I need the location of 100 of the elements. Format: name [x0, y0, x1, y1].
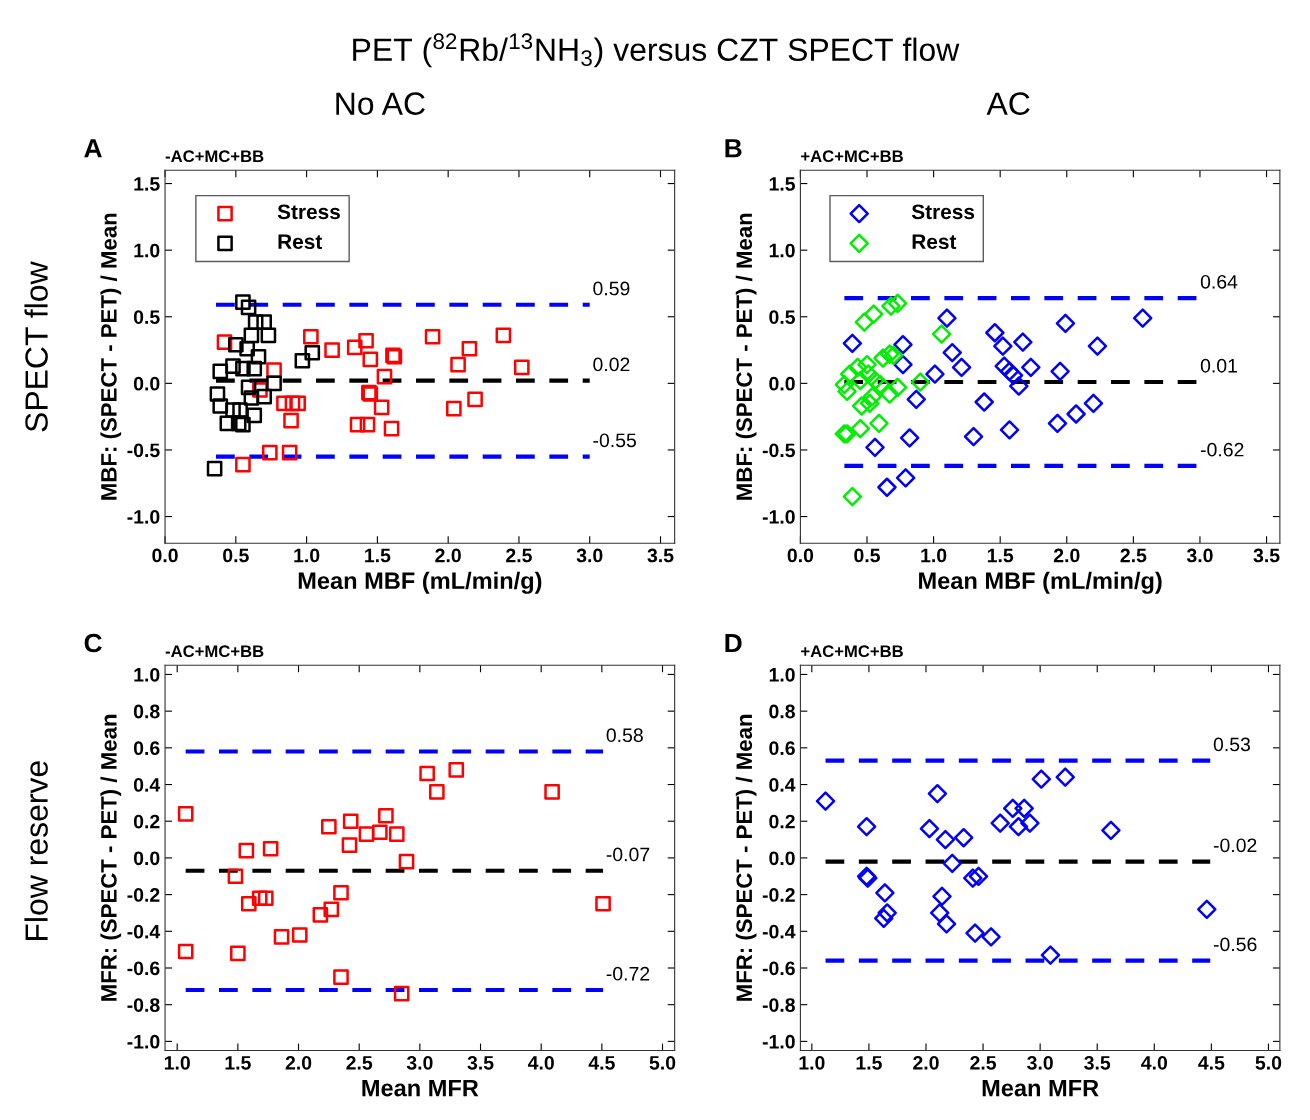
y-tick-label: -0.4 — [127, 924, 161, 939]
chart-title: A — [84, 139, 102, 158]
y-axis-title: MBF: (SPECT - PET) / Mean — [735, 213, 757, 500]
y-tick-label: 1.0 — [769, 667, 795, 682]
y-tick-label: -1.0 — [127, 1034, 160, 1049]
y-tick-label: 0.0 — [133, 851, 160, 866]
x-tick-label: 0.0 — [152, 548, 178, 563]
y-tick-label: 0.2 — [133, 814, 160, 829]
chart-title: C — [84, 633, 102, 653]
x-tick-label: 3.5 — [1084, 1055, 1111, 1070]
chart-subtitle: +AC+MC+BB — [801, 150, 903, 163]
x-tick-label: 5.0 — [649, 1055, 676, 1070]
y-tick-label: 0.6 — [133, 741, 160, 756]
annotation: 0.53 — [1213, 737, 1250, 752]
x-tick-label: 1.5 — [365, 548, 391, 563]
y-tick-label: -0.6 — [762, 961, 795, 976]
x-tick-label: 0.0 — [787, 548, 814, 563]
x-tick-label: 1.5 — [225, 1056, 251, 1070]
annotation: 0.59 — [593, 281, 630, 296]
x-tick-label: 2.0 — [1053, 548, 1080, 563]
annotation: -0.55 — [593, 433, 636, 448]
x-tick-label: 4.0 — [1141, 1055, 1168, 1070]
chart-title: B — [725, 139, 742, 158]
legend-label: Stress — [277, 204, 340, 220]
y-tick-label: 0.5 — [769, 310, 796, 324]
x-tick-label: 1.5 — [856, 1056, 882, 1070]
y-axis-title: MBF: (SPECT - PET) / Mean — [100, 213, 122, 500]
x-tick-label: 4.5 — [588, 1056, 615, 1070]
x-tick-label: 3.5 — [1253, 548, 1280, 563]
x-tick-label: 0.5 — [223, 548, 249, 563]
x-tick-label: 2.5 — [1120, 548, 1147, 563]
y-tick-label: 0.4 — [133, 778, 161, 792]
x-tick-label: 1.0 — [921, 548, 947, 563]
x-tick-label: 5.0 — [1255, 1055, 1282, 1070]
y-tick-label: -0.6 — [127, 961, 160, 976]
y-tick-label: 1.5 — [134, 177, 160, 191]
annotation: 0.01 — [1200, 358, 1237, 373]
y-tick-label: 0.4 — [769, 778, 796, 792]
y-tick-label: -1.0 — [127, 510, 160, 524]
chart-subtitle: -AC+MC+BB — [165, 645, 264, 658]
y-tick-label: -0.2 — [127, 888, 160, 902]
y-tick-label: 1.0 — [769, 243, 795, 258]
x-tick-label: 2.0 — [435, 548, 461, 563]
annotation: 0.02 — [593, 357, 630, 372]
x-tick-label: 3.5 — [647, 548, 674, 563]
y-tick-label: -0.5 — [127, 443, 160, 458]
x-tick-label: 4.5 — [1198, 1056, 1225, 1070]
x-tick-label: 0.5 — [854, 548, 880, 563]
y-tick-label: -1.0 — [762, 510, 795, 524]
text: PET ($^{82}$Rb/$^{13}$NH$_{3}$) versus CZT SPECT flow — [353, 33, 960, 68]
x-tick-label: 2.5 — [346, 1055, 373, 1070]
y-tick-label: -0.4 — [762, 924, 796, 939]
y-tick-label: -0.5 — [762, 443, 796, 458]
y-tick-label: 0.5 — [133, 310, 160, 324]
x-tick-label: 1.0 — [294, 548, 320, 563]
text: Flow reserve — [24, 761, 48, 940]
chart-subtitle: -AC+MC+BB — [165, 150, 264, 163]
y-tick-label: -1.0 — [762, 1034, 795, 1049]
annotation: 0.58 — [606, 728, 643, 743]
x-tick-label: 3.5 — [467, 1055, 494, 1070]
x-axis-title: Mean MFR — [982, 1079, 1099, 1097]
y-tick-label: 0.6 — [769, 741, 795, 756]
y-tick-label: 1.0 — [134, 243, 160, 258]
y-axis-title: MFR: (SPECT - PET) / Mean — [100, 714, 122, 1001]
x-tick-label: 2.5 — [506, 548, 532, 563]
legend-label: Rest — [278, 234, 323, 250]
y-tick-label: 0.2 — [769, 814, 795, 829]
y-tick-label: 0.0 — [769, 851, 795, 866]
y-tick-label: -0.8 — [762, 998, 795, 1012]
x-tick-label: 2.0 — [913, 1055, 939, 1070]
y-tick-label: 0.0 — [769, 376, 795, 391]
y-tick-label: 0.8 — [133, 704, 160, 719]
x-tick-label: 4.0 — [527, 1055, 554, 1070]
y-tick-label: -0.2 — [762, 888, 795, 902]
text: SPECT flow — [24, 261, 48, 432]
x-tick-label: 2.5 — [970, 1055, 997, 1070]
annotation: -0.07 — [606, 847, 650, 862]
x-axis-title: Mean MBF (mL/min/g) — [298, 571, 542, 594]
y-tick-label: 1.5 — [769, 177, 796, 191]
x-tick-label: 3.0 — [1186, 548, 1213, 563]
annotation: -0.72 — [606, 966, 650, 981]
legend-label: Stress — [911, 204, 975, 220]
x-tick-label: 3.0 — [1027, 1055, 1053, 1070]
annotation: -0.02 — [1213, 838, 1257, 853]
x-tick-label: 1.0 — [799, 1055, 825, 1070]
y-tick-label: 0.8 — [769, 704, 795, 719]
text: No AC — [336, 92, 425, 115]
text: AC — [986, 92, 1030, 115]
y-tick-label: 1.0 — [134, 667, 160, 682]
x-tick-label: 1.0 — [164, 1055, 190, 1070]
chart-subtitle: +AC+MC+BB — [801, 645, 903, 658]
annotation: -0.62 — [1200, 442, 1244, 457]
annotation: 0.64 — [1200, 274, 1238, 289]
annotation: -0.56 — [1213, 937, 1257, 952]
x-axis-title: Mean MBF (mL/min/g) — [919, 571, 1162, 594]
y-tick-label: 0.0 — [133, 376, 160, 391]
legend-label: Rest — [912, 234, 957, 250]
x-tick-label: 2.0 — [285, 1055, 312, 1070]
x-axis-title: Mean MFR — [362, 1079, 479, 1097]
y-axis-title: MFR: (SPECT - PET) / Mean — [735, 714, 757, 1001]
